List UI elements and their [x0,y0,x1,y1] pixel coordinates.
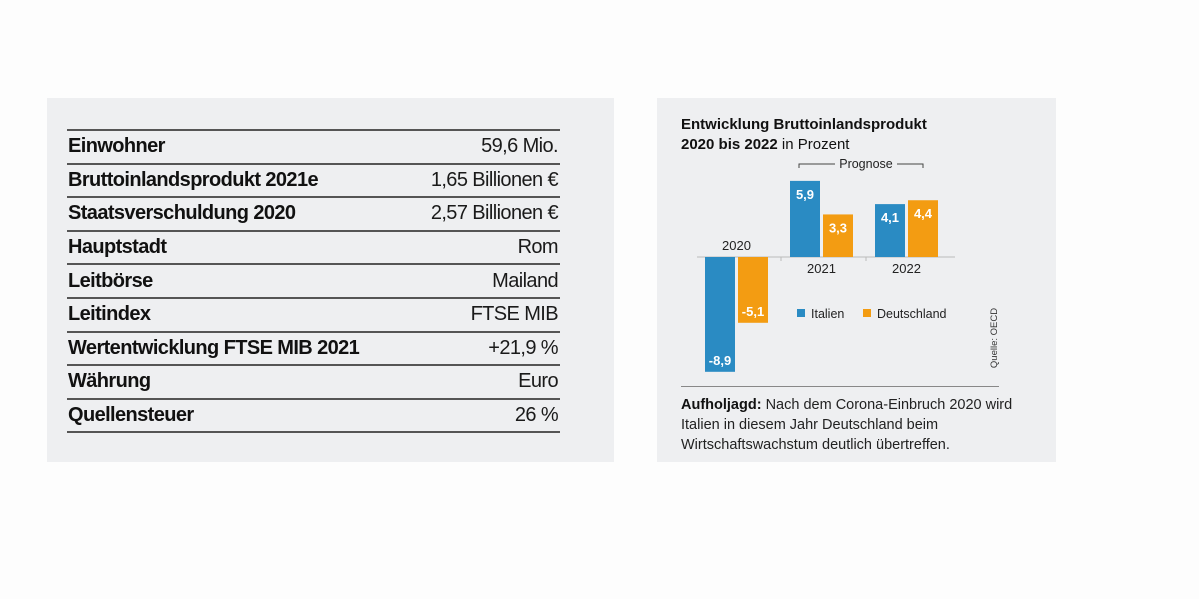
fact-row: Leitbörse Mailand [67,265,560,299]
chart-title: Entwicklung Bruttoinlandsprodukt 2020 bi… [681,115,927,155]
bar-italien-2020 [705,257,735,372]
legend-swatch-deutschland [863,309,871,317]
fact-label: Währung [68,370,151,393]
data-label: 4,4 [914,206,933,221]
chart-title-years: 2020 bis 2022 [681,136,778,153]
fact-value: Rom [517,236,559,259]
category-label: 2021 [807,261,836,276]
legend-label-deutschland: Deutschland [877,307,947,321]
caption-divider [681,386,999,387]
data-label: 5,9 [796,187,814,202]
fact-value: 2,57 Billionen € [430,202,559,225]
caption-lead: Aufholjagd: [681,397,762,413]
fact-label: Leitindex [68,303,151,326]
prognose-bracket-left [798,163,835,168]
country-facts-panel: Einwohner 59,6 Mio. Bruttoinlandsprodukt 2… [47,98,614,462]
prognose-annotation: Prognose [839,157,893,171]
chart-title-unit: in Prozent [777,136,850,153]
category-label: 2022 [892,261,921,276]
data-label: 4,1 [881,210,899,225]
fact-value: Mailand [492,269,558,292]
bar-italien-2022 [875,204,905,257]
fact-row: Einwohner 59,6 Mio. [67,131,560,165]
fact-row: Hauptstadt Rom [67,232,560,266]
fact-value: Euro [518,370,558,393]
fact-value: +21,9 % [488,336,558,359]
legend-swatch-italien [797,309,805,317]
caption-text: Nach dem Corona-Einbruch 2020 wird Itali… [681,397,1013,453]
fact-value: 59,6 Mio. [481,135,558,158]
prognose-bracket-right [897,163,924,168]
fact-label: Staatsverschuldung 2020 [68,202,296,225]
fact-row: Leitindex FTSE MIB [67,299,560,333]
fact-value: 26 % [514,404,559,427]
data-label: -5,1 [742,304,764,319]
bar-deutschland-2021 [823,214,853,257]
fact-label: Quellensteuer [68,404,194,427]
fact-label: Hauptstadt [68,236,167,259]
fact-value: 1,65 Billionen € [430,168,559,191]
chart-caption: Aufholjagd: Nach dem Corona-Einbruch 202… [681,395,1021,455]
source-note: Quelle: OECD [989,308,1000,368]
data-label: -8,9 [709,353,731,368]
fact-row: Wertentwicklung FTSE MIB 2021 +21,9 % [67,333,560,367]
fact-label: Wertentwicklung FTSE MIB 2021 [68,336,360,359]
fact-row: Währung Euro [67,366,560,400]
gdp-chart-panel: Entwicklung Bruttoinlandsprodukt 2020 bi… [657,98,1056,462]
fact-value: FTSE MIB [470,303,559,326]
bar-italien-2021 [790,180,820,257]
fact-row: Quellensteuer 26 % [67,400,560,434]
bar-deutschland-2020 [738,257,768,323]
fact-row: Bruttoinlandsprodukt 2021e 1,65 Billionen… [67,165,560,199]
fact-label: Leitbörse [68,269,153,292]
fact-label: Bruttoinlandsprodukt 2021e [68,168,319,191]
data-label: 3,3 [829,220,847,235]
gdp-bar-chart: -8,9 -5,1 2020 5,9 3,3 2021 4,1 4,4 2022 Prognose… [697,157,1000,372]
facts-table: Einwohner 59,6 Mio. Bruttoinlandsprodukt 2… [67,129,560,434]
chart-title-line1: Entwicklung Bruttoinlandsprodukt [681,116,927,133]
chart-title-line2: 2020 bis 2022 in Prozent [681,135,927,155]
legend-label-italien: Italien [811,307,844,321]
bar-deutschland-2022 [908,200,938,257]
category-label: 2020 [722,238,751,253]
fact-label: Einwohner [68,135,165,158]
fact-row: Staatsverschuldung 2020 2,57 Billionen € [67,198,560,232]
